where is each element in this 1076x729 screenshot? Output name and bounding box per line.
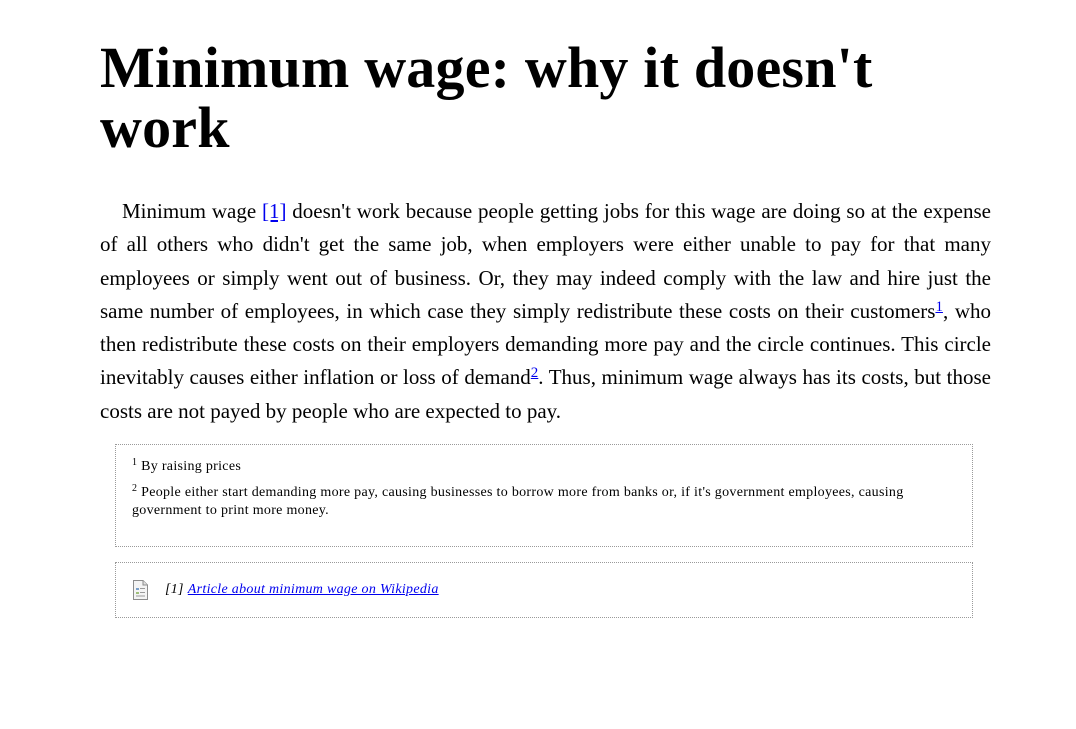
paragraph-text-4: . Thus, minimum wage always has its cost… — [100, 365, 991, 423]
paragraph-text-2: doesn't work because people getting jobs… — [100, 199, 991, 323]
paragraph-text-3: , who then redistribute these costs on t… — [100, 298, 991, 390]
document-icon — [132, 580, 149, 600]
article-paragraph: Minimum wage [1] doesn't work because pe… — [100, 195, 991, 428]
wikipedia-article-link[interactable]: Article about minimum wage on Wikipedia — [187, 582, 439, 597]
footnote-link-2[interactable]: 2 — [530, 365, 539, 382]
footnote-text: People either start demanding more pay, … — [132, 485, 904, 518]
footnote-item: 1 By raising prices — [132, 458, 956, 476]
page-title: Minimum wage: why it doesn't work — [100, 35, 873, 160]
footnote-item: 2 People either start demanding more pay… — [132, 484, 956, 520]
references-box: [1] Article about minimum wage on Wikipe… — [115, 562, 973, 618]
reference-label: [1] — [165, 582, 184, 597]
article-page: Minimum wage: why it doesn't work Minimu… — [100, 0, 991, 618]
footnote-number: 1 — [132, 457, 138, 468]
paragraph-text-1: Minimum wage — [122, 199, 262, 223]
reference-link-1[interactable]: [1] — [261, 199, 287, 223]
footnote-text: By raising prices — [137, 459, 242, 474]
footnote-link-1[interactable]: 1 — [935, 298, 943, 315]
footnotes-box: 1 By raising prices 2 People either star… — [115, 444, 973, 547]
footnote-number: 2 — [132, 483, 138, 494]
